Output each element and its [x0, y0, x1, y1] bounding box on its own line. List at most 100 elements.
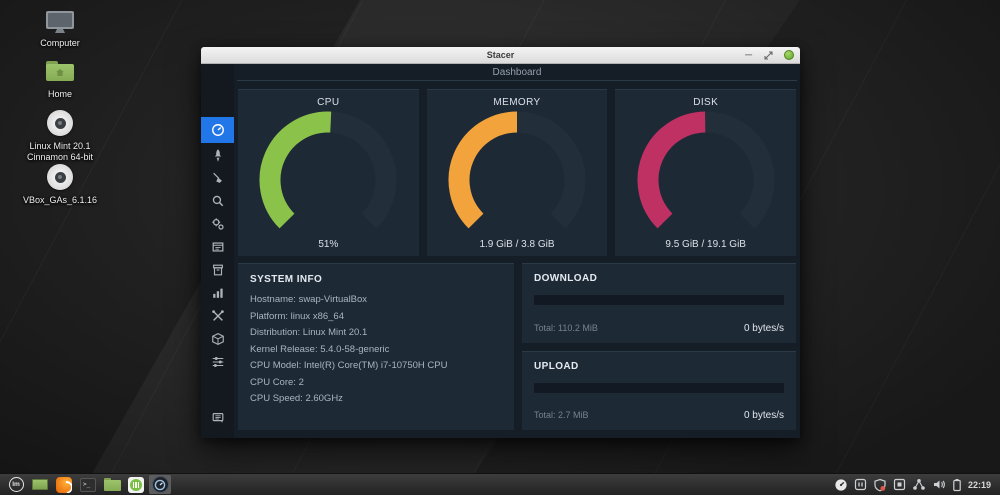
memory-gauge-card: MEMORY 1.9 GiB / 3.8 GiB: [426, 89, 608, 256]
terminal-icon: >_: [80, 477, 96, 492]
taskbar: lm >_: [0, 473, 1000, 495]
desktop-icon-label: Computer: [40, 38, 80, 48]
sidebar-item-helpers[interactable]: [201, 305, 234, 327]
tray-battery[interactable]: [952, 475, 962, 494]
download-progress-bar: [534, 295, 784, 305]
tray-network[interactable]: [912, 475, 926, 494]
taskbar-stacer-button[interactable]: [149, 475, 171, 494]
memory-gauge: [438, 110, 596, 241]
desktop-icon-mint-iso[interactable]: Linux Mint 20.1 Cinnamon 64-bit: [12, 108, 108, 163]
cpu-gauge-card: CPU 51%: [238, 89, 419, 256]
firefox-icon: [56, 476, 72, 493]
keyboard-indicator-icon: [854, 478, 867, 491]
search-icon: [212, 195, 223, 207]
taskbar-clock[interactable]: 22:19: [967, 479, 991, 490]
upload-rate: 0 bytes/s: [743, 410, 784, 421]
window-titlebar[interactable]: Stacer ─: [201, 47, 800, 64]
desktop-icon-computer[interactable]: Computer: [12, 5, 108, 49]
minimize-button[interactable]: ─: [744, 49, 753, 61]
sliders-icon: [212, 357, 223, 367]
bar-chart-icon: [212, 288, 223, 298]
feedback-bubble-icon: [212, 413, 223, 423]
home-folder-icon: [46, 56, 74, 86]
desktop-icon-label: Home: [47, 89, 72, 99]
system-info-cpu-core: CPU Core: 2: [250, 376, 304, 388]
system-info-distribution: Distribution: Linux Mint 20.1: [250, 327, 368, 338]
sidebar-item-settings[interactable]: [201, 351, 234, 373]
network-nodes-icon: [913, 479, 925, 490]
volume-speaker-icon: [933, 480, 945, 489]
system-info-card: SYSTEM INFO Hostname: swap-VirtualBox Pl…: [238, 263, 514, 430]
system-info-title: SYSTEM INFO: [250, 274, 323, 285]
desktop-icon-label-line2: Cinnamon 64-bit: [26, 152, 94, 162]
sidebar-item-startup-apps[interactable]: [201, 144, 234, 166]
sidebar-item-feedback[interactable]: [201, 407, 234, 429]
tray-stacer-indicator[interactable]: [834, 475, 848, 494]
upload-total: Total: 2.7 MiB: [534, 410, 589, 420]
system-info-cpu-model: CPU Model: Intel(R) Core(TM) i7-10750H C…: [250, 360, 448, 371]
rocket-icon: [214, 149, 221, 162]
wrench-screwdriver-icon: [211, 310, 224, 321]
disk-gauge-title: DISK: [693, 97, 719, 108]
download-rate: 0 bytes/s: [743, 322, 784, 334]
dashboard-main: Dashboard CPU 51% MEMORY 1.9 GiB / 3.8 G…: [234, 64, 800, 438]
software-manager-icon: [128, 476, 144, 493]
cd-disc-icon: [47, 162, 73, 192]
download-total: Total: 110.2 MiB: [534, 322, 598, 333]
removable-media-icon: [893, 478, 906, 491]
system-info-hostname: Hostname: swap-VirtualBox: [250, 294, 368, 305]
tray-removable-media[interactable]: [893, 475, 906, 494]
upload-title: UPLOAD: [534, 360, 579, 372]
gears-icon: [211, 218, 224, 230]
memory-gauge-title: MEMORY: [493, 97, 541, 108]
stacer-icon: [151, 476, 169, 493]
update-shield-icon: [874, 478, 886, 491]
cpu-gauge-value: 51%: [318, 239, 339, 250]
computer-icon: [46, 5, 74, 35]
mint-logo-icon: lm: [8, 477, 24, 492]
taskbar-mint-menu-button[interactable]: lm: [5, 475, 27, 494]
tray-update-manager[interactable]: [873, 475, 887, 494]
sidebar-item-search[interactable]: [201, 190, 234, 212]
close-button[interactable]: [783, 50, 794, 61]
desktop-icon-label: VBox_GAs_6.1.16: [22, 195, 98, 205]
maximize-button[interactable]: [763, 50, 774, 61]
cpu-gauge-title: CPU: [317, 97, 340, 108]
stacer-window: Stacer ─: [201, 47, 800, 438]
dashboard-gauge-icon: [211, 124, 224, 136]
sidebar-item-uninstaller[interactable]: [201, 259, 234, 281]
cpu-gauge: [249, 110, 407, 241]
battery-icon: [953, 478, 961, 491]
close-icon: [783, 50, 794, 60]
sidebar-item-apt-repository-manager[interactable]: [201, 328, 234, 350]
tray-keyboard-indicator[interactable]: [854, 475, 867, 494]
sidebar-item-resources[interactable]: [201, 282, 234, 304]
maximize-icon: [764, 50, 773, 60]
upload-card: UPLOAD Total: 2.7 MiB 0 bytes/s: [522, 350, 796, 430]
upload-progress-bar: [534, 382, 784, 393]
desktop-icon-vbox-additions[interactable]: VBox_GAs_6.1.16: [12, 162, 108, 206]
sidebar-item-dashboard[interactable]: [201, 117, 234, 143]
package-cube-icon: [211, 332, 224, 346]
taskbar-show-desktop-button[interactable]: [29, 475, 51, 494]
taskbar-software-manager-button[interactable]: [125, 475, 147, 494]
uninstaller-box-icon: [212, 264, 223, 276]
window-title: Stacer: [486, 50, 515, 60]
system-info-cpu-speed: CPU Speed: 2.60GHz: [250, 393, 343, 404]
sidebar-item-system-cleaner[interactable]: [201, 167, 234, 189]
files-folder-icon: [103, 478, 121, 491]
taskbar-firefox-button[interactable]: [53, 475, 75, 494]
taskbar-terminal-button[interactable]: >_: [77, 475, 99, 494]
desktop-icon-label-line1: Linux Mint 20.1: [29, 141, 91, 151]
sidebar-item-processes[interactable]: [201, 236, 234, 258]
stacer-sidebar: [201, 64, 234, 438]
sidebar-item-services[interactable]: [201, 213, 234, 235]
taskbar-files-button[interactable]: [101, 475, 123, 494]
stacer-tray-gauge-icon: [835, 478, 847, 491]
download-card: DOWNLOAD Total: 110.2 MiB 0 bytes/s: [522, 263, 796, 343]
tray-volume[interactable]: [932, 475, 946, 494]
processes-window-icon: [212, 242, 223, 252]
desktop-icon-home[interactable]: Home: [12, 56, 108, 100]
disk-gauge-value: 9.5 GiB / 19.1 GiB: [665, 239, 746, 250]
broom-icon: [212, 172, 222, 183]
